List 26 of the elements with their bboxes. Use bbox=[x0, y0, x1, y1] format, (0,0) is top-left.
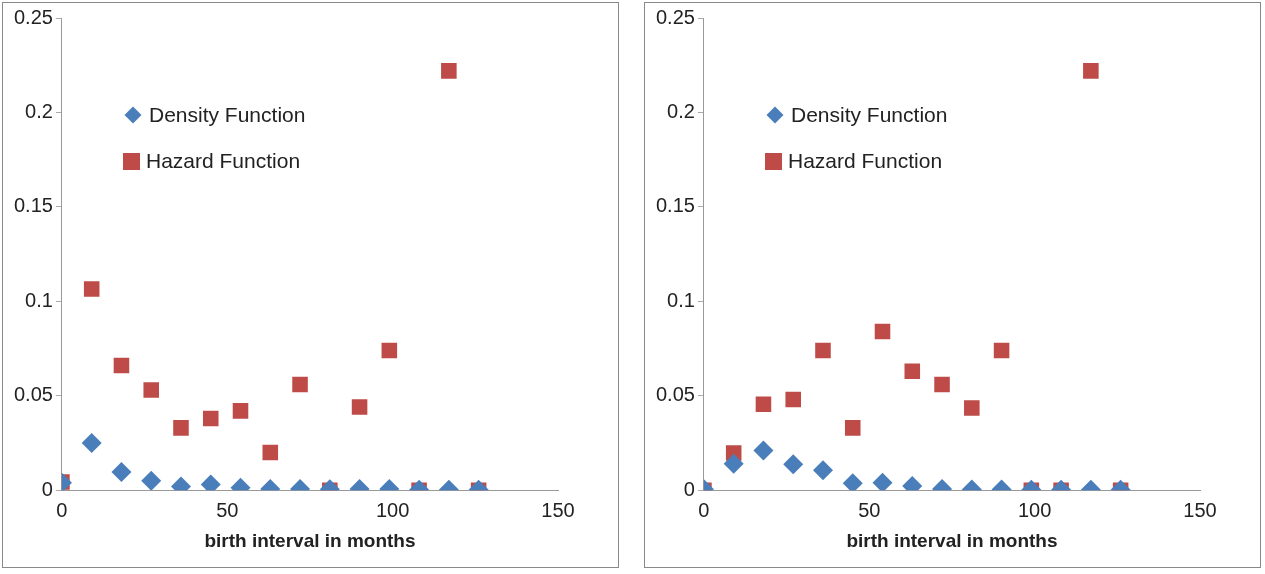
x-tick-label: 0 bbox=[56, 498, 68, 521]
y-tick-label: 0.15 bbox=[655, 194, 695, 217]
legend-label: Density Function bbox=[148, 103, 306, 127]
y-tick-label: 0 bbox=[683, 477, 695, 500]
y-tick-label: 0.05 bbox=[13, 383, 53, 406]
x-tick-label: 150 bbox=[541, 498, 575, 521]
y-tick-label: 0.2 bbox=[667, 99, 695, 122]
x-tick-label: 0 bbox=[698, 498, 710, 521]
x-tick-label: 100 bbox=[1017, 498, 1052, 521]
y-tick-label: 0.1 bbox=[25, 288, 53, 311]
x-tick-label: 150 bbox=[1183, 498, 1217, 521]
y-tick-label: 0.25 bbox=[13, 5, 53, 28]
x-tick-label: 50 bbox=[858, 498, 881, 521]
y-tick-label: 0.15 bbox=[13, 194, 53, 217]
y-tick-label: 0.25 bbox=[655, 5, 695, 28]
y-tick-label: 0.1 bbox=[667, 288, 695, 311]
x-tick-label: 50 bbox=[216, 498, 239, 521]
x-tick-label: 100 bbox=[375, 498, 410, 521]
legend-label: Density Function bbox=[790, 103, 948, 127]
y-tick-label: 0.2 bbox=[25, 99, 53, 122]
legend-label: Hazard Function bbox=[787, 149, 944, 173]
x-axis-title: birth interval in months bbox=[204, 529, 416, 551]
legend-label: Hazard Function bbox=[145, 149, 302, 173]
y-tick-label: 0.05 bbox=[655, 383, 695, 406]
x-axis-title: birth interval in months bbox=[846, 529, 1058, 551]
y-tick-label: 0 bbox=[41, 477, 53, 500]
